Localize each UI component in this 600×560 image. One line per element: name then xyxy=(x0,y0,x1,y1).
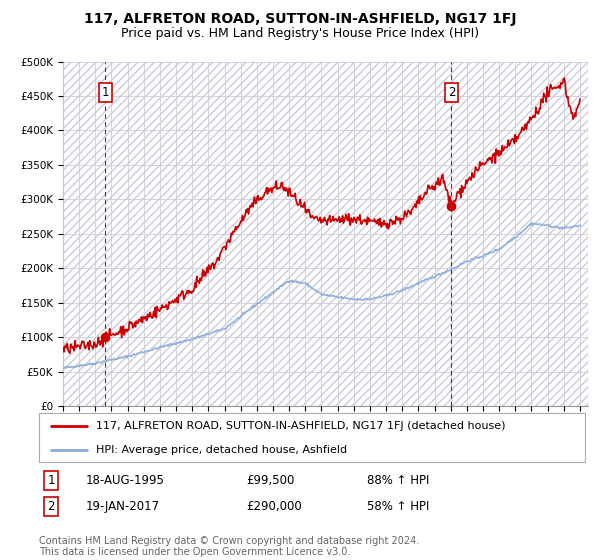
Text: 19-JAN-2017: 19-JAN-2017 xyxy=(85,500,160,514)
Text: 58% ↑ HPI: 58% ↑ HPI xyxy=(367,500,429,514)
Text: 1: 1 xyxy=(102,86,109,99)
Text: £99,500: £99,500 xyxy=(247,474,295,487)
Text: 18-AUG-1995: 18-AUG-1995 xyxy=(85,474,164,487)
Text: 2: 2 xyxy=(47,500,55,514)
Text: 117, ALFRETON ROAD, SUTTON-IN-ASHFIELD, NG17 1FJ: 117, ALFRETON ROAD, SUTTON-IN-ASHFIELD, … xyxy=(84,12,516,26)
FancyBboxPatch shape xyxy=(39,413,585,462)
Text: Contains HM Land Registry data © Crown copyright and database right 2024.
This d: Contains HM Land Registry data © Crown c… xyxy=(39,535,419,557)
Text: £290,000: £290,000 xyxy=(247,500,302,514)
Text: HPI: Average price, detached house, Ashfield: HPI: Average price, detached house, Ashf… xyxy=(97,445,347,455)
Text: 117, ALFRETON ROAD, SUTTON-IN-ASHFIELD, NG17 1FJ (detached house): 117, ALFRETON ROAD, SUTTON-IN-ASHFIELD, … xyxy=(97,421,506,431)
Text: 1: 1 xyxy=(47,474,55,487)
Text: 2: 2 xyxy=(448,86,455,99)
Text: Price paid vs. HM Land Registry's House Price Index (HPI): Price paid vs. HM Land Registry's House … xyxy=(121,27,479,40)
Text: 88% ↑ HPI: 88% ↑ HPI xyxy=(367,474,429,487)
